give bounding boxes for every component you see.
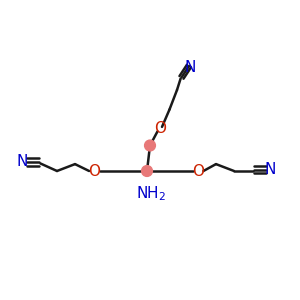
- Text: O: O: [192, 164, 204, 178]
- Circle shape: [142, 166, 152, 176]
- Text: NH$_2$: NH$_2$: [136, 184, 166, 203]
- Circle shape: [145, 140, 155, 151]
- Text: N: N: [185, 60, 196, 75]
- Text: N: N: [265, 162, 276, 177]
- Text: O: O: [154, 121, 166, 136]
- Text: O: O: [88, 164, 101, 178]
- Text: N: N: [17, 154, 28, 169]
